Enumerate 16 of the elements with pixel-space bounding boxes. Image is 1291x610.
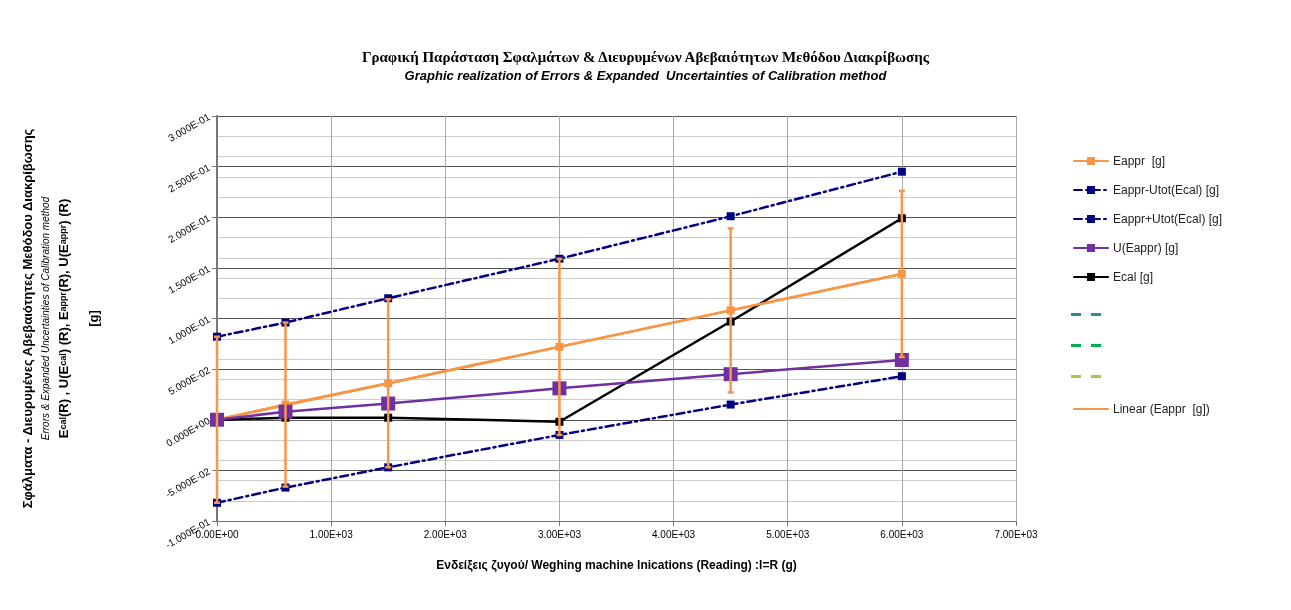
x-tick-label: 5.00E+03 bbox=[766, 528, 810, 540]
chart-title: Γραφική Παράσταση Σφαλμάτων & Διευρυμένων Αβεβαιότητων Μεθόδου Διακρίβωσης bbox=[361, 48, 930, 65]
x-tick-label: 7.00E+03 bbox=[994, 528, 1038, 540]
legend-label: Eappr+Utot(Ecal) [g] bbox=[1113, 212, 1223, 226]
x-axis-title: Ενδείξεις ζυγού/ Weghing machine Inications (Reading) :I=R (g) bbox=[436, 558, 797, 572]
legend-label: Ecal [g] bbox=[1113, 270, 1154, 284]
legend-label: Eappr-Utot(Ecal) [g] bbox=[1113, 183, 1220, 197]
x-tick-label: 4.00E+03 bbox=[652, 528, 696, 540]
x-tick-label: 6.00E+03 bbox=[880, 528, 924, 540]
legend-label: U(Eappr) [g] bbox=[1113, 241, 1179, 255]
legend-label: Eappr [g] bbox=[1113, 154, 1166, 168]
x-tick-label: 1.00E+03 bbox=[309, 528, 354, 540]
x-tick-label: 3.00E+03 bbox=[537, 528, 582, 540]
legend-label: Linear (Eappr [g]) bbox=[1113, 402, 1210, 416]
x-tick-label: 2.00E+03 bbox=[423, 528, 468, 540]
chart-subtitle: Graphic realization of Errors & Expanded Uncertainties of Calibration method bbox=[404, 68, 888, 83]
